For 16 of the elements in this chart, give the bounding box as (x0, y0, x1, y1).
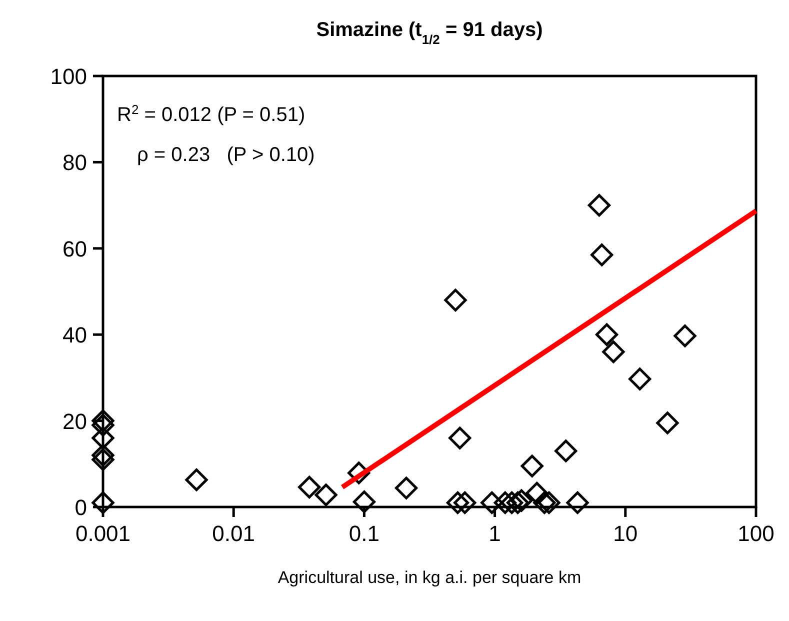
y-tick-label: 20 (62, 408, 87, 434)
x-tick-label: 100 (738, 521, 774, 546)
x-axis-title: Agricultural use, in kg a.i. per square km (278, 568, 582, 587)
x-tick-label: 10 (613, 521, 638, 546)
x-tick-label: 0.01 (212, 521, 256, 546)
y-tick-label: 0 (74, 495, 87, 520)
y-tick-label: 40 (62, 322, 87, 348)
y-tick-label: 80 (62, 150, 87, 176)
annotation: R$^{2}$ = 0.012 (P = 0.51) (117, 102, 306, 126)
annotation: ρ = 0.23 (P > 0.10) (137, 144, 315, 166)
y-tick-label: 60 (62, 236, 87, 262)
x-tick-label: 0.001 (75, 521, 131, 546)
y-tick-label: 100 (50, 64, 87, 89)
chart-title: Simazine (t$_{1/2}$ = 91 days) (316, 19, 543, 46)
x-tick-label: 0.1 (348, 521, 380, 546)
x-tick-label: 1 (488, 521, 501, 546)
